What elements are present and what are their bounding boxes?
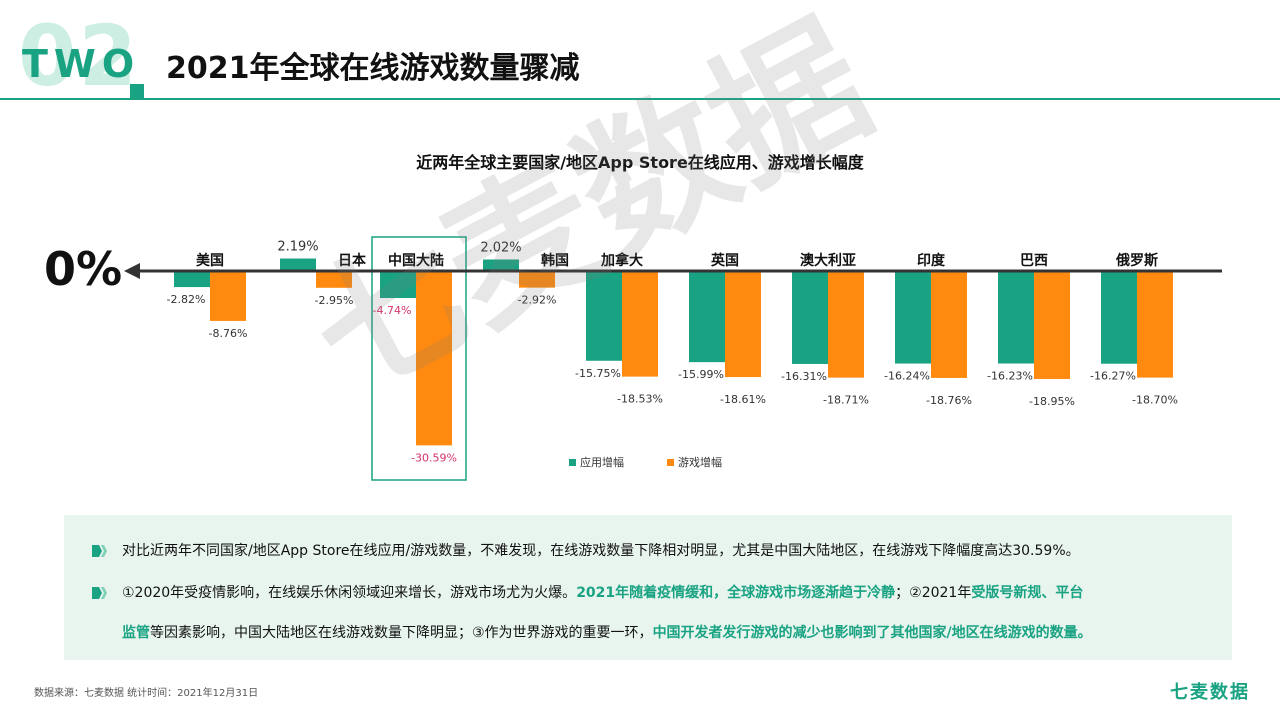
note-text: 等因素影响，中国大陆地区在线游戏数量下降明显；③作为世界游戏的重要一环， — [150, 625, 653, 641]
data-source: 数据来源：七麦数据 统计时间：2021年12月31日 — [34, 688, 259, 699]
category-label: 加拿大 — [600, 252, 643, 269]
section-number: 02 — [18, 7, 139, 105]
page-title: 2021年全球在线游戏数量骤减 — [166, 51, 580, 86]
bar-game — [725, 271, 761, 378]
bar-app — [998, 271, 1034, 364]
data-label: -18.71% — [823, 394, 869, 407]
note-text: ；②2021年 — [895, 585, 972, 601]
bar-game — [210, 271, 246, 321]
bar-app — [689, 271, 725, 363]
data-label: -18.70% — [1132, 394, 1178, 407]
data-label: -16.23% — [987, 370, 1033, 383]
bar-game — [1034, 271, 1070, 380]
data-label: -15.75% — [575, 367, 621, 380]
bar-app — [174, 271, 210, 288]
bar-app — [895, 271, 931, 364]
data-label: 2.19% — [277, 240, 318, 255]
bar-game — [316, 271, 352, 288]
section-marker — [130, 84, 144, 98]
note-1: 对比近两年不同国家/地区App Store在线应用/游戏数量，不难发现，在线游戏… — [122, 535, 1080, 567]
bar-app — [483, 259, 519, 271]
bar-game — [828, 271, 864, 378]
legend-swatch — [569, 459, 576, 466]
bar-app — [1101, 271, 1137, 364]
note-highlight: 受版号新规、平台 — [971, 585, 1084, 601]
note-text: 对比近两年不同国家/地区App Store在线应用/游戏数量，不难发现，在线游戏… — [122, 543, 1080, 559]
data-label: -16.24% — [884, 370, 930, 383]
data-label: -8.76% — [209, 327, 248, 340]
data-label: -18.53% — [617, 393, 663, 406]
data-label: -2.95% — [315, 294, 354, 307]
data-label: -18.95% — [1029, 395, 1075, 408]
bar-game — [931, 271, 967, 378]
bar-app — [792, 271, 828, 364]
bar-app — [586, 271, 622, 361]
data-label: -30.59% — [411, 451, 457, 464]
data-label: -16.27% — [1090, 370, 1136, 383]
category-label: 英国 — [710, 252, 739, 269]
legend-label: 游戏增幅 — [678, 455, 722, 469]
category-label: 中国大陆 — [388, 252, 444, 269]
note-highlight: 2021年随着疫情缓和，全球游戏市场逐渐趋于冷静 — [576, 585, 896, 601]
legend-label: 应用增幅 — [580, 455, 624, 469]
note-2: ①2020年受疫情影响，在线娱乐休闲领域迎来增长，游戏市场尤为火爆。2021年随… — [122, 577, 1083, 609]
bar-app — [280, 258, 316, 271]
data-label: -18.76% — [926, 394, 972, 407]
data-label: -4.74% — [373, 304, 412, 317]
category-label: 美国 — [196, 252, 224, 269]
category-label: 韩国 — [541, 252, 569, 269]
data-label: -18.61% — [720, 393, 766, 406]
zero-axis-label: 0% — [44, 242, 123, 296]
data-label: -15.99% — [678, 368, 724, 381]
highlight-box — [371, 236, 467, 481]
bar-app — [380, 271, 416, 299]
section-word: TWO — [22, 42, 141, 86]
category-label: 日本 — [338, 252, 367, 269]
data-label: -2.92% — [518, 294, 557, 307]
chart-title: 近两年全球主要国家/地区App Store在线应用、游戏增长幅度 — [416, 153, 864, 172]
note-highlight: 监管 — [122, 625, 150, 641]
data-label: 2.02% — [480, 240, 521, 255]
brand-logo: 七麦数据 — [1170, 682, 1250, 703]
bar-game — [622, 271, 658, 377]
bar-game — [1137, 271, 1173, 378]
note-2-continued: 监管等因素影响，中国大陆地区在线游戏数量下降明显；③作为世界游戏的重要一环，中国… — [122, 617, 1092, 649]
bullet-icon — [92, 545, 108, 557]
axis-arrow-icon — [124, 263, 140, 279]
header-divider — [0, 98, 1280, 100]
data-label: -16.31% — [781, 370, 827, 383]
note-text: ①2020年受疫情影响，在线娱乐休闲领域迎来增长，游戏市场尤为火爆。 — [122, 585, 577, 601]
category-label: 印度 — [917, 252, 946, 269]
bar-chart: -2.82% 2.19% -4.74% 2.02% -15.75% -15.99% -16.… — [124, 236, 1222, 481]
category-label: 澳大利亚 — [800, 252, 856, 269]
bullet-icon — [92, 587, 108, 599]
note-highlight: 中国开发者发行游戏的减少也影响到了其他国家/地区在线游戏的数量。 — [652, 625, 1092, 641]
bar-game — [519, 271, 555, 288]
bar-game — [416, 271, 452, 446]
legend-swatch — [667, 459, 674, 466]
category-label: 巴西 — [1020, 253, 1048, 269]
data-label: -2.82% — [167, 293, 206, 306]
notes-panel: 对比近两年不同国家/地区App Store在线应用/游戏数量，不难发现，在线游戏… — [64, 515, 1232, 660]
category-label: 俄罗斯 — [1115, 252, 1158, 269]
